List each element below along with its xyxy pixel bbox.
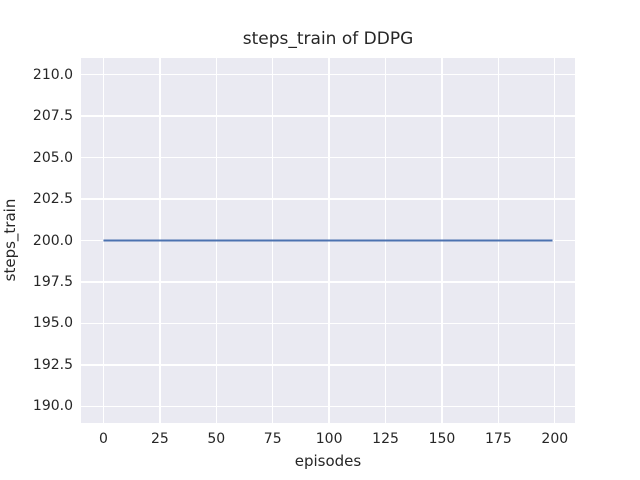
y-gridline: [81, 156, 575, 159]
line-plot-canvas: [103, 239, 553, 242]
y-gridline: [81, 198, 575, 200]
x-tick-label: 175: [485, 431, 512, 447]
y-tick-label: 205.0: [32, 149, 73, 166]
y-gridline: [81, 73, 575, 76]
y-gridline: [81, 322, 575, 325]
y-axis-label: steps_train: [1, 198, 19, 282]
y-tick-label: 190.0: [32, 398, 73, 415]
x-tick-label: 200: [541, 431, 569, 447]
chart-title: steps_train of DDPG: [242, 29, 414, 49]
x-tick-label: 0: [98, 431, 108, 447]
x-axis-label: episodes: [294, 452, 362, 470]
x-tick-label: 75: [263, 431, 282, 447]
y-gridline: [81, 405, 575, 408]
x-tick-label: 100: [315, 431, 343, 447]
x-tick-label: 125: [372, 431, 399, 447]
y-tick-label: 192.5: [32, 356, 73, 373]
y-tick-label: 200.0: [32, 232, 73, 249]
x-tick-label: 25: [150, 431, 169, 447]
y-tick-label: 197.5: [32, 273, 73, 290]
y-tick-label: 210.0: [32, 66, 73, 83]
x-tick-label: 150: [428, 431, 456, 447]
x-tick-label: 50: [207, 431, 226, 447]
plot-area: [81, 58, 575, 423]
y-gridline: [81, 115, 575, 117]
y-tick-label: 195.0: [32, 315, 73, 332]
y-tick-label: 207.5: [32, 108, 73, 125]
y-tick-label: 202.5: [32, 191, 73, 208]
y-gridline: [81, 364, 575, 366]
y-gridline: [81, 281, 575, 283]
